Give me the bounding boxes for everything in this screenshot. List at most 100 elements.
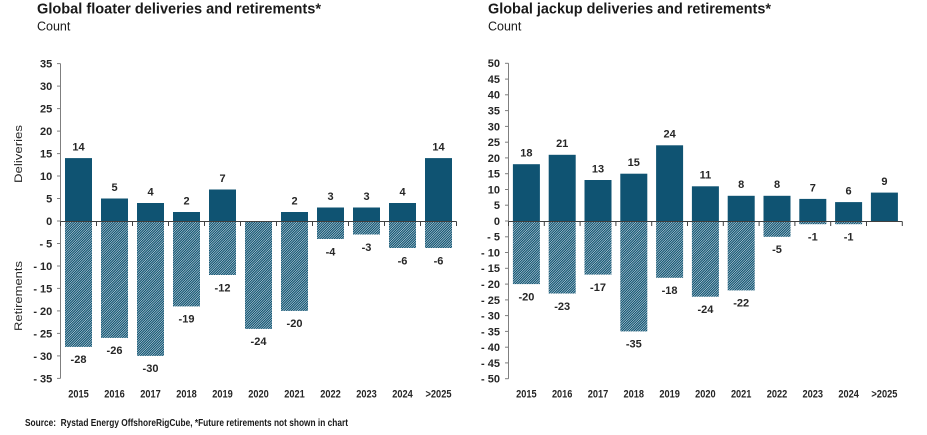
svg-text:3: 3: [363, 191, 369, 203]
svg-text:-18: -18: [662, 285, 678, 297]
svg-text:2022: 2022: [767, 389, 788, 401]
svg-text:-24: -24: [697, 304, 714, 316]
svg-text:10: 10: [488, 184, 500, 196]
svg-text:5: 5: [111, 182, 117, 194]
svg-text:2021: 2021: [284, 389, 305, 401]
svg-text:5: 5: [46, 193, 52, 205]
svg-text:-20: -20: [287, 318, 303, 330]
svg-text:6: 6: [846, 186, 852, 198]
svg-text:7: 7: [810, 182, 816, 194]
svg-text:Count: Count: [37, 20, 71, 34]
svg-text:- 10: - 10: [33, 261, 52, 273]
svg-text:-22: -22: [733, 298, 749, 310]
svg-text:-30: -30: [143, 363, 159, 375]
svg-text:- 15: - 15: [481, 263, 500, 275]
svg-text:2016: 2016: [552, 389, 573, 401]
svg-text:- 45: - 45: [481, 358, 500, 370]
svg-text:Deliveries: Deliveries: [13, 124, 25, 183]
svg-text:13: 13: [592, 163, 604, 175]
svg-text:4: 4: [147, 186, 154, 198]
svg-text:-6: -6: [434, 255, 444, 267]
svg-text:2017: 2017: [140, 389, 161, 401]
svg-text:- 30: - 30: [33, 351, 52, 363]
svg-text:2017: 2017: [588, 389, 609, 401]
svg-text:>2025: >2025: [871, 389, 897, 401]
svg-text:2015: 2015: [68, 389, 89, 401]
svg-text:2023: 2023: [356, 389, 377, 401]
svg-text:4: 4: [399, 186, 406, 198]
svg-text:-1: -1: [844, 232, 854, 244]
svg-text:14: 14: [72, 142, 85, 154]
svg-text:15: 15: [628, 157, 640, 169]
svg-text:35: 35: [488, 106, 500, 118]
svg-text:30: 30: [40, 81, 52, 93]
svg-text:7: 7: [219, 173, 225, 185]
svg-text:-17: -17: [590, 282, 606, 294]
svg-text:10: 10: [40, 171, 52, 183]
svg-text:2: 2: [183, 195, 189, 207]
svg-text:15: 15: [488, 169, 500, 181]
svg-text:5: 5: [494, 200, 500, 212]
svg-text:2023: 2023: [803, 389, 824, 401]
svg-text:50: 50: [488, 58, 500, 70]
svg-text:8: 8: [738, 179, 744, 191]
svg-text:>2025: >2025: [426, 389, 452, 401]
svg-text:24: 24: [663, 129, 676, 141]
svg-text:Source: Rystad Energy Offshor: Source: Rystad Energy OffshoreRigCube, *…: [25, 417, 348, 429]
svg-text:Retirements: Retirements: [13, 260, 25, 331]
svg-text:30: 30: [488, 121, 500, 133]
svg-text:- 25: - 25: [33, 328, 52, 340]
svg-text:-35: -35: [626, 339, 642, 351]
svg-text:40: 40: [488, 90, 500, 102]
svg-text:2019: 2019: [659, 389, 680, 401]
svg-text:2020: 2020: [695, 389, 716, 401]
svg-text:20: 20: [488, 153, 500, 165]
svg-text:Global jackup deliveries and r: Global jackup deliveries and retirements…: [488, 1, 771, 18]
svg-text:3: 3: [327, 191, 333, 203]
svg-text:2021: 2021: [731, 389, 752, 401]
svg-text:2016: 2016: [104, 389, 125, 401]
svg-text:14: 14: [432, 142, 445, 154]
svg-text:2018: 2018: [624, 389, 645, 401]
svg-text:-24: -24: [251, 336, 268, 348]
svg-text:- 35: - 35: [33, 373, 52, 385]
svg-text:15: 15: [40, 149, 52, 161]
svg-text:- 15: - 15: [33, 283, 52, 295]
svg-text:35: 35: [40, 59, 52, 71]
svg-text:2022: 2022: [320, 389, 341, 401]
svg-text:Global floater deliveries and: Global floater deliveries and retirement…: [37, 1, 321, 18]
svg-text:9: 9: [881, 176, 887, 188]
svg-text:18: 18: [520, 148, 532, 160]
svg-text:25: 25: [488, 137, 500, 149]
svg-text:-5: -5: [772, 244, 782, 256]
svg-text:Count: Count: [488, 20, 522, 34]
svg-text:0: 0: [46, 216, 52, 228]
svg-text:-6: -6: [398, 255, 408, 267]
svg-text:2015: 2015: [516, 389, 537, 401]
svg-text:2018: 2018: [176, 389, 197, 401]
svg-text:-23: -23: [554, 301, 570, 313]
svg-text:20: 20: [40, 126, 52, 138]
svg-text:8: 8: [774, 179, 780, 191]
svg-text:-3: -3: [362, 242, 372, 254]
svg-text:- 10: - 10: [481, 247, 500, 259]
svg-text:0: 0: [494, 216, 500, 228]
svg-text:- 5: - 5: [487, 232, 500, 244]
svg-text:- 30: - 30: [481, 311, 500, 323]
svg-text:2019: 2019: [212, 389, 233, 401]
svg-text:- 40: - 40: [481, 342, 500, 354]
svg-text:2024: 2024: [392, 389, 413, 401]
svg-text:-1: -1: [808, 232, 818, 244]
svg-text:-20: -20: [518, 291, 534, 303]
svg-text:45: 45: [488, 74, 500, 86]
svg-text:2: 2: [291, 195, 297, 207]
svg-text:- 35: - 35: [481, 326, 500, 338]
svg-text:-12: -12: [215, 282, 231, 294]
svg-text:2024: 2024: [838, 389, 859, 401]
svg-text:- 5: - 5: [39, 238, 52, 250]
svg-text:- 25: - 25: [481, 295, 500, 307]
svg-text:- 50: - 50: [481, 374, 500, 386]
svg-text:2020: 2020: [248, 389, 269, 401]
svg-text:- 20: - 20: [481, 279, 500, 291]
svg-text:-28: -28: [71, 354, 87, 366]
